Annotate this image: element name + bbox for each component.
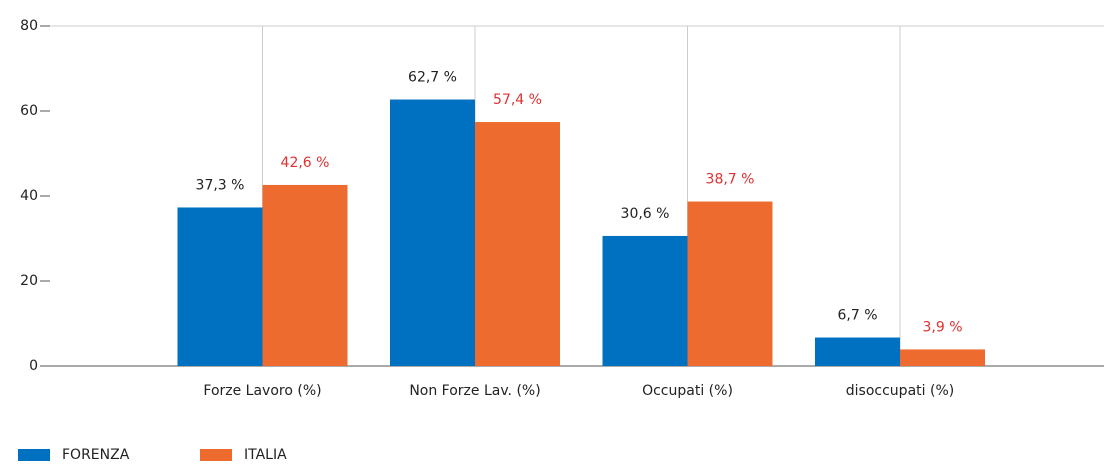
legend-label: FORENZA <box>62 447 130 463</box>
value-label: 37,3 % <box>196 177 245 193</box>
y-tick-label: 20 <box>20 273 38 289</box>
y-tick-label: 80 <box>20 18 38 34</box>
legend-label: ITALIA <box>244 447 287 463</box>
x-tick-label: Occupati (%) <box>642 383 733 399</box>
x-tick-label: Forze Lavoro (%) <box>203 383 321 399</box>
legend-swatch <box>200 449 232 461</box>
value-label: 42,6 % <box>281 155 330 171</box>
x-tick-label: disoccupati (%) <box>846 383 954 399</box>
value-label: 38,7 % <box>706 172 755 188</box>
value-label: 3,9 % <box>922 319 962 335</box>
bar <box>602 235 688 366</box>
legend-swatch <box>18 449 50 461</box>
x-tick-label: Non Forze Lav. (%) <box>409 383 540 399</box>
bar <box>687 201 773 366</box>
bar <box>900 349 985 366</box>
value-label: 30,6 % <box>621 206 670 222</box>
bar <box>262 184 348 366</box>
y-tick-label: 60 <box>20 103 38 119</box>
y-tick-label: 0 <box>29 358 38 374</box>
value-label: 57,4 % <box>493 92 542 108</box>
value-label: 62,7 % <box>408 70 457 86</box>
y-tick-label: 40 <box>20 188 38 204</box>
value-label: 6,7 % <box>837 308 877 324</box>
bar <box>177 207 263 366</box>
bar <box>475 122 560 366</box>
bar <box>390 99 475 367</box>
bar <box>815 337 900 366</box>
